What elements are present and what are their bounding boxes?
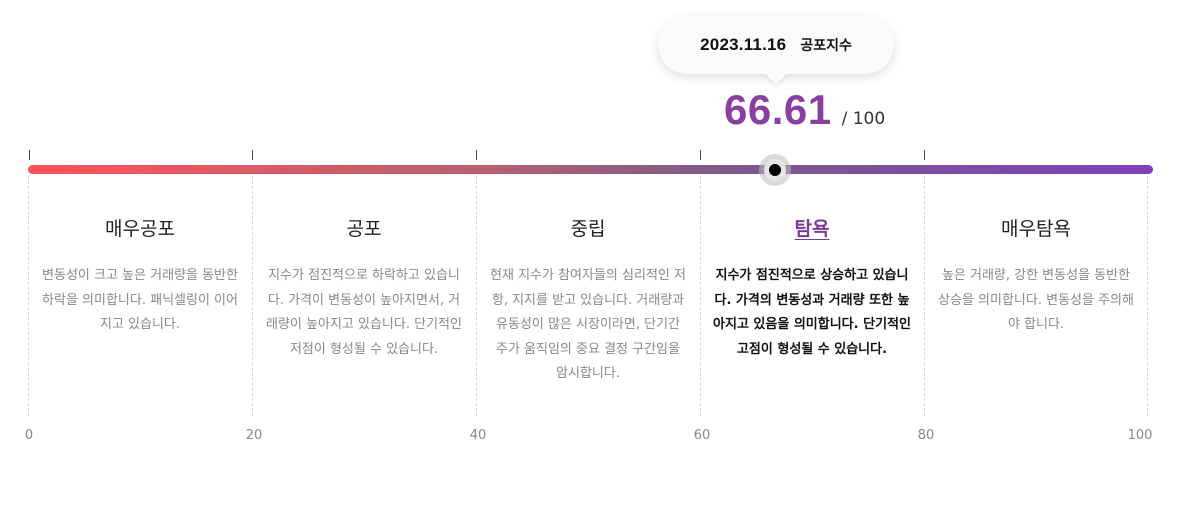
score-value: 66.61 <box>724 86 832 133</box>
gauge-track <box>28 165 1153 174</box>
gauge-knob-dot <box>769 164 781 176</box>
tick-80 <box>924 150 925 160</box>
scale-label-100: 100 <box>1127 428 1153 443</box>
gauge-knob-ring <box>764 159 786 181</box>
scale-label-60: 60 <box>693 428 711 443</box>
section-title: 중립 <box>570 218 606 240</box>
section-desc: 현재 지수가 참여자들의 심리적인 저항, 지지를 받고 있습니다. 거래량과 … <box>490 268 686 381</box>
separator-40 <box>476 176 477 416</box>
tick-60 <box>700 150 701 160</box>
section-title: 공포 <box>346 218 382 240</box>
separator-20 <box>252 176 253 416</box>
tooltip-date: 2023.11.16 <box>700 35 787 54</box>
tick-0 <box>29 150 30 160</box>
gauge-knob[interactable] <box>759 154 791 186</box>
scale-label-80: 80 <box>917 428 935 443</box>
separator-0 <box>28 176 29 416</box>
section-fear: 공포 지수가 점진적으로 하락하고 있습니다. 가격이 변동성이 높아지면서, … <box>252 214 476 362</box>
section-extreme-fear: 매우공포 변동성이 크고 높은 거래량을 동반한 하락을 의미합니다. 패닉셀링… <box>28 214 252 338</box>
score-readout: 66.61 / 100 <box>724 86 885 134</box>
tick-40 <box>476 150 477 160</box>
tick-20 <box>252 150 253 160</box>
separator-80 <box>924 176 925 416</box>
scale-label-20: 20 <box>245 428 263 443</box>
section-title-active[interactable]: 탐욕 <box>794 218 830 240</box>
section-neutral: 중립 현재 지수가 참여자들의 심리적인 저항, 지지를 받고 있습니다. 거래… <box>476 214 700 387</box>
section-title: 매우탐욕 <box>1001 218 1071 240</box>
section-extreme-greed: 매우탐욕 높은 거래량, 강한 변동성을 동반한 상승을 의미합니다. 변동성을… <box>924 214 1148 338</box>
section-desc: 높은 거래량, 강한 변동성을 동반한 상승을 의미합니다. 변동성을 주의해야… <box>938 268 1134 332</box>
scale-label-0: 0 <box>24 428 34 443</box>
section-title: 매우공포 <box>105 218 175 240</box>
score-max: / 100 <box>841 109 886 129</box>
section-desc: 지수가 점진적으로 상승하고 있습니다. 가격의 변동성과 거래량 또한 높아지… <box>713 268 911 357</box>
section-desc: 변동성이 크고 높은 거래량을 동반한 하락을 의미합니다. 패닉셀링이 이어지… <box>42 268 238 332</box>
date-tooltip: 2023.11.16 공포지수 <box>658 16 894 74</box>
scale-label-40: 40 <box>469 428 487 443</box>
section-desc: 지수가 점진적으로 하락하고 있습니다. 가격이 변동성이 높아지면서, 거래량… <box>266 268 462 357</box>
separator-100 <box>1147 176 1148 416</box>
section-greed: 탐욕 지수가 점진적으로 상승하고 있습니다. 가격의 변동성과 거래량 또한 … <box>700 214 924 362</box>
tooltip-label: 공포지수 <box>800 38 852 54</box>
separator-60 <box>700 176 701 416</box>
